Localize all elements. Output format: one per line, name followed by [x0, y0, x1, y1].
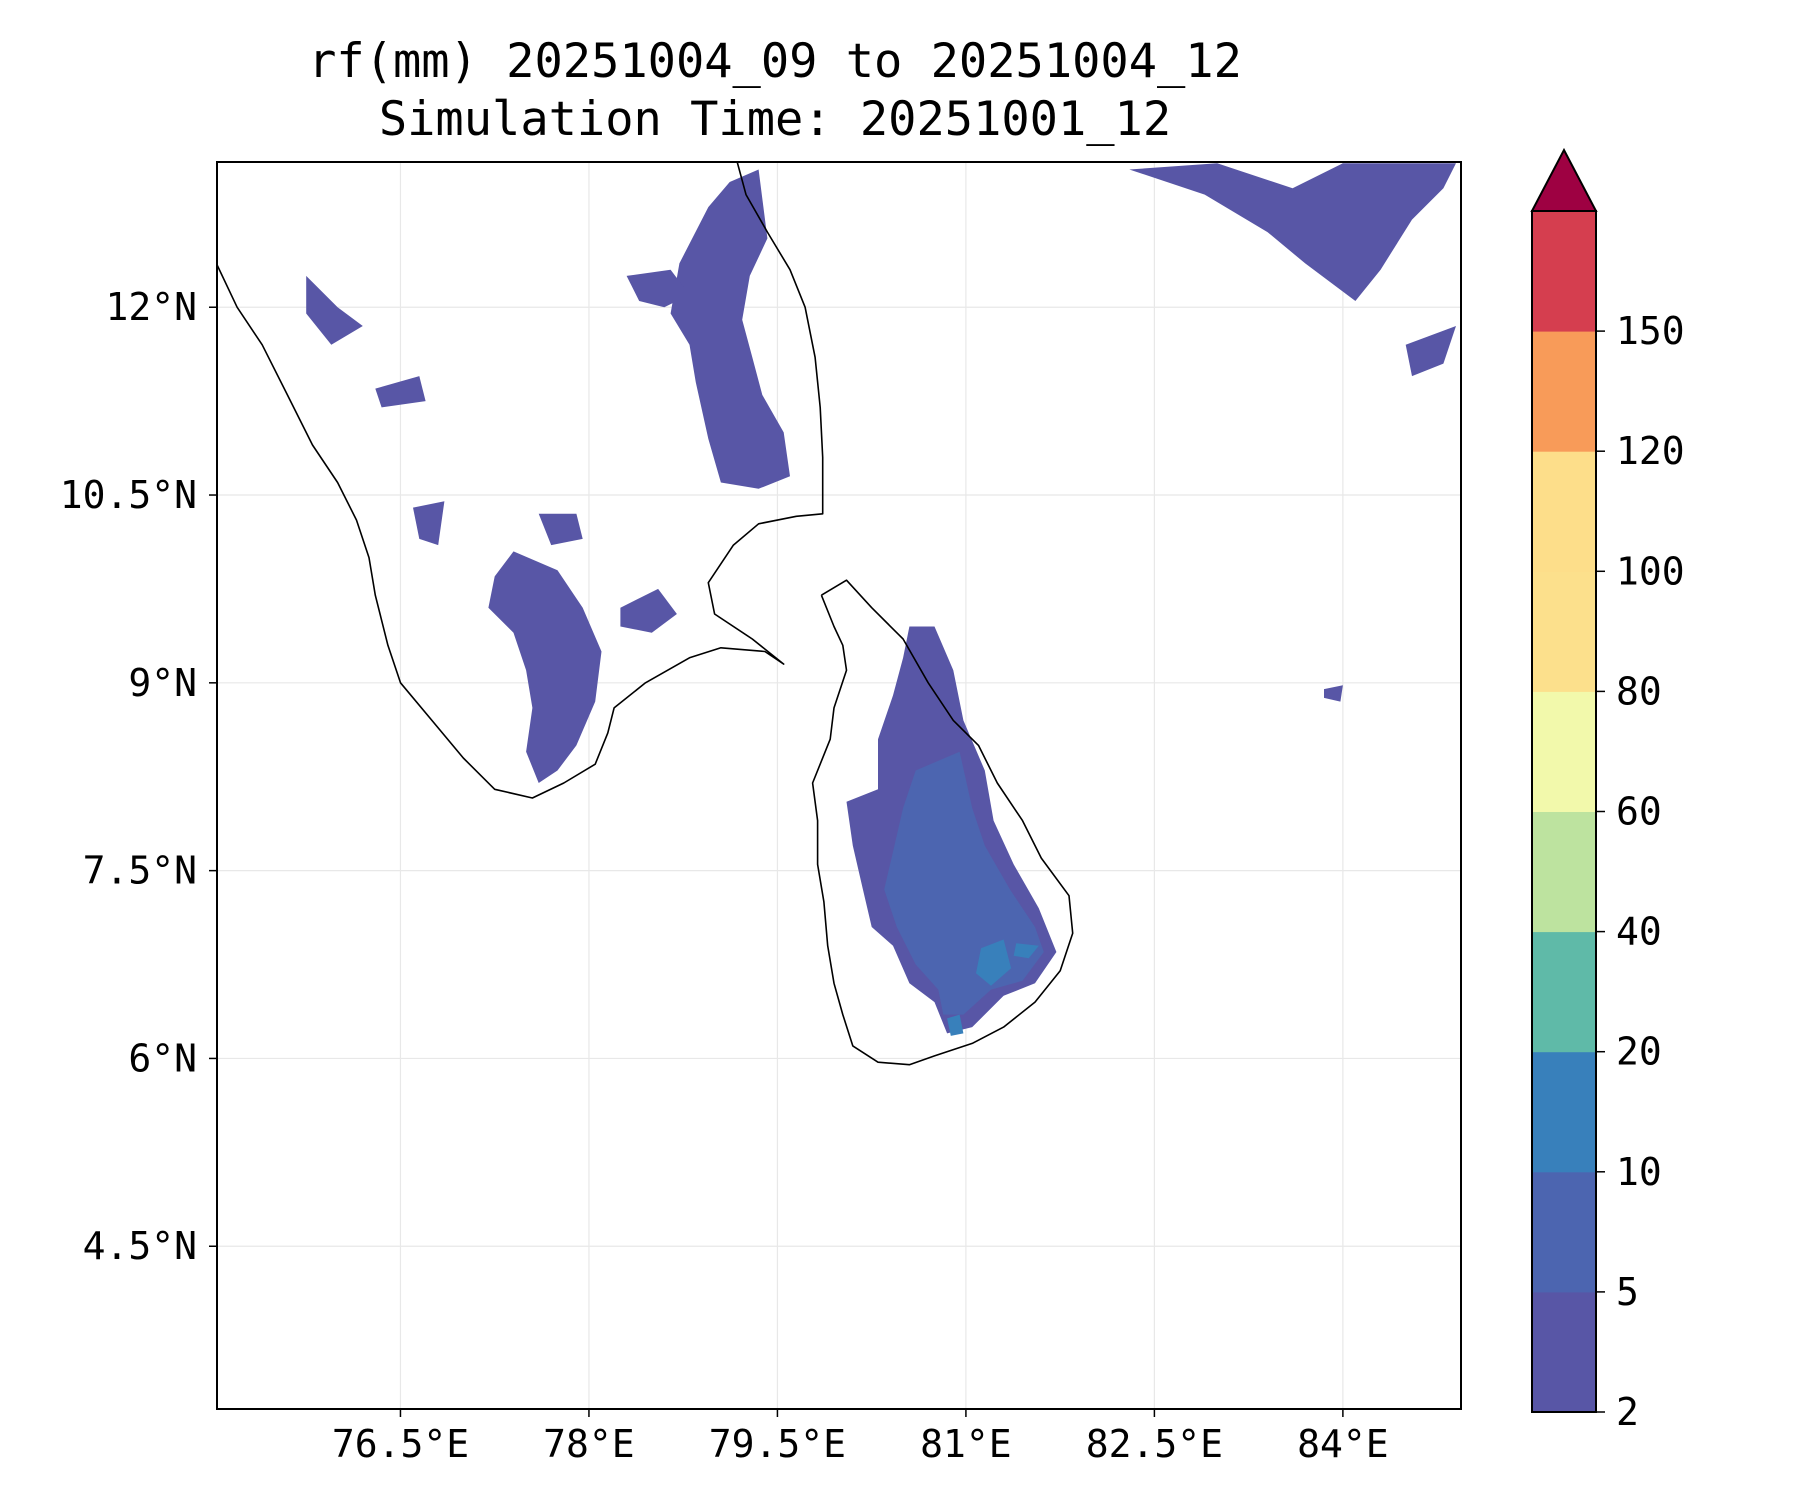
x-tick-label: 79.5°E: [709, 1422, 846, 1466]
gridlines: [217, 162, 1461, 1409]
y-axis: 12°N 10.5°N 9°N 7.5°N 6°N 4.5°N: [60, 285, 217, 1268]
rainfall-contours: [306, 163, 1456, 1036]
rain-contour: [306, 275, 363, 345]
rain-contour: [1405, 326, 1456, 377]
coastline-sri-lanka: [811, 579, 1074, 1066]
y-tick-label: 7.5°N: [83, 849, 197, 893]
rain-contour: [413, 501, 445, 546]
colorbar-tick-label: 5: [1616, 1270, 1639, 1314]
x-tick-label: 81°E: [920, 1422, 1012, 1466]
colorbar-segment: [1532, 931, 1596, 1053]
x-tick-label: 78°E: [543, 1422, 635, 1466]
colorbar-tick-label: 40: [1616, 910, 1662, 954]
y-tick-label: 10.5°N: [60, 473, 197, 517]
rain-contour: [1129, 163, 1456, 301]
rain-contour: [976, 939, 1012, 986]
x-tick-label: 84°E: [1297, 1422, 1389, 1466]
rain-contour: [375, 376, 426, 408]
colorbar-segment: [1532, 1291, 1596, 1413]
colorbar: 2 5 10 20 40 60 80 100 120 150: [1530, 147, 1685, 1434]
y-tick-label: 4.5°N: [83, 1224, 197, 1268]
y-tick-label: 12°N: [105, 285, 197, 329]
colorbar-tick-label: 20: [1616, 1030, 1662, 1074]
y-tick-label: 6°N: [128, 1036, 197, 1080]
colorbar-segment: [1532, 691, 1596, 812]
rain-contour: [670, 169, 790, 489]
x-tick-label: 76.5°E: [332, 1422, 469, 1466]
colorbar-tick-label: 10: [1616, 1150, 1662, 1194]
colorbar-tick-label: 80: [1616, 669, 1662, 713]
colorbar-tick-label: 100: [1616, 549, 1685, 593]
y-tick-label: 9°N: [128, 661, 197, 705]
rain-contour: [1324, 685, 1343, 702]
colorbar-tick-label: 120: [1616, 429, 1685, 473]
colorbar-segment: [1532, 811, 1596, 933]
coastline-india: [217, 162, 824, 799]
rain-contour: [538, 513, 583, 546]
chart-title: rf(mm) 20251004_09 to 20251004_12: [308, 34, 1242, 89]
x-axis: 76.5°E 78°E 79.5°E 81°E 82.5°E 84°E: [332, 1409, 1389, 1466]
colorbar-tick-label: 150: [1616, 309, 1685, 353]
colorbar-segment: [1532, 1171, 1596, 1293]
colorbar-segment: [1532, 1051, 1596, 1173]
colorbar-segment: [1532, 211, 1596, 332]
colorbar-extend-arrow: [1530, 147, 1598, 212]
x-tick-label: 82.5°E: [1086, 1422, 1223, 1466]
colorbar-tick-label: 60: [1616, 790, 1662, 834]
map-frame: [216, 161, 1462, 1410]
rain-contour: [488, 551, 602, 783]
chart-subtitle: Simulation Time: 20251001_12: [378, 92, 1172, 147]
coastlines: [217, 162, 1074, 1066]
rain-contour: [626, 269, 690, 308]
rain-contour: [947, 1014, 964, 1036]
colorbar-segment: [1532, 451, 1596, 572]
colorbar-segment: [1532, 571, 1596, 692]
colorbar-tick-label: 2: [1616, 1390, 1639, 1434]
rain-contour: [620, 588, 677, 633]
rain-contour: [1013, 943, 1039, 959]
colorbar-segment: [1532, 331, 1596, 452]
